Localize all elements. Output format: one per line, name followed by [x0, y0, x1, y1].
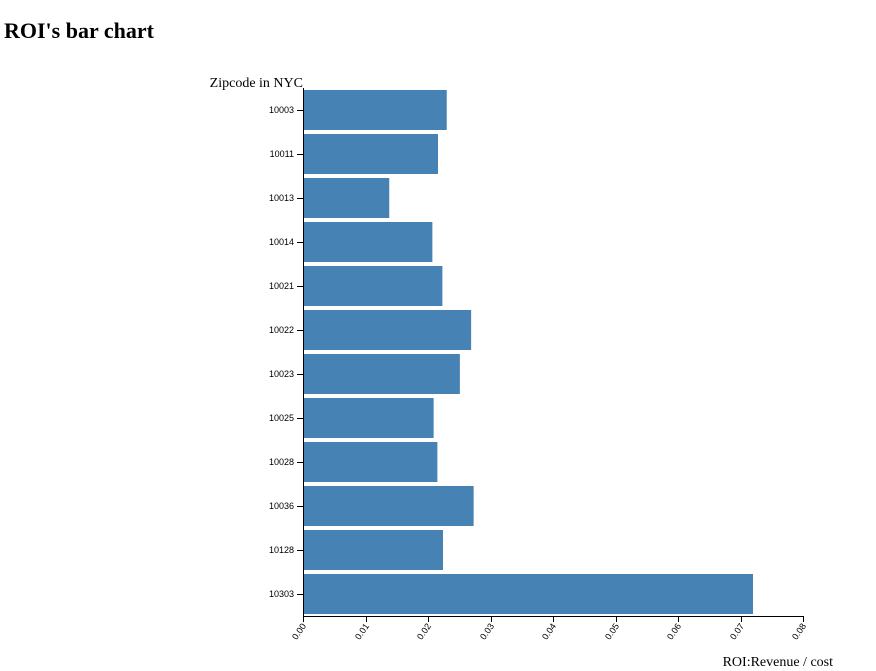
x-tick-label: 0.01 — [353, 621, 371, 641]
bar-10023 — [304, 354, 460, 394]
y-tick-label: 10025 — [269, 413, 294, 423]
x-tick-label: 0.02 — [415, 621, 433, 641]
page-title: ROI's bar chart — [4, 18, 154, 43]
bars-group — [304, 90, 753, 614]
x-tick-label: 0.00 — [290, 621, 308, 641]
y-tick-label: 10128 — [269, 545, 294, 555]
y-tick-label: 10028 — [269, 457, 294, 467]
y-tick-label: 10013 — [269, 193, 294, 203]
bar-10025 — [304, 398, 434, 438]
y-tick-label: 10011 — [270, 149, 294, 159]
bar-10014 — [304, 222, 433, 262]
x-axis-title: ROI:Revenue / cost — [723, 655, 834, 670]
y-tick-label: 10021 — [269, 281, 294, 291]
bar-10011 — [304, 134, 438, 174]
y-tick-label: 10014 — [269, 237, 294, 247]
x-tick-label: 0.07 — [728, 621, 746, 641]
x-axis: 0.00 0.01 0.02 0.03 0.04 0.05 0.06 0.07 0.08 — [290, 616, 808, 642]
x-tick-label: 0.03 — [478, 621, 496, 641]
bar-10003 — [304, 90, 447, 130]
x-tick-label: 0.06 — [665, 621, 683, 641]
y-tick-label: 10303 — [269, 589, 294, 599]
bar-10028 — [304, 442, 438, 482]
x-tick-label: 0.05 — [603, 621, 621, 641]
bar-10128 — [304, 530, 443, 570]
bar-10022 — [304, 310, 472, 350]
bar-10036 — [304, 486, 474, 526]
bar-10303 — [304, 574, 753, 614]
y-tick-label: 10023 — [269, 369, 294, 379]
y-tick-label: 10022 — [269, 325, 294, 335]
bar-10013 — [304, 178, 390, 218]
x-tick-label: 0.08 — [790, 621, 808, 641]
y-axis-title: Zipcode in NYC — [210, 76, 303, 91]
x-tick-label: 0.04 — [540, 621, 558, 641]
y-tick-label: 10036 — [269, 501, 294, 511]
bar-10021 — [304, 266, 443, 306]
y-tick-label: 10003 — [269, 105, 294, 115]
y-axis: 10003 10011 10013 10014 10021 10022 10023 10025… — [269, 88, 304, 616]
